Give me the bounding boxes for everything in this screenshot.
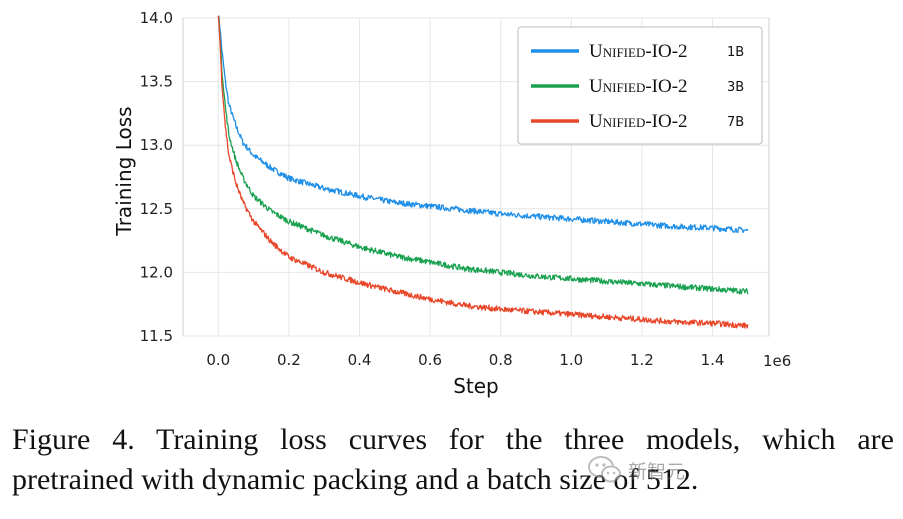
series-line-3B — [217, 15, 749, 295]
caption-line-1: Figure 4. Training loss curves for the t… — [12, 423, 894, 456]
x-tick-label: 1.0 — [559, 351, 583, 369]
series-line-7B — [217, 15, 749, 329]
x-tick-label: 0.8 — [489, 351, 513, 369]
legend-box — [517, 26, 763, 145]
x-axis-label: Step — [453, 374, 499, 398]
legend-size-1B: 1B — [727, 45, 744, 60]
y-axis-label: Training Loss — [112, 106, 136, 236]
watermark: 新智元 — [588, 452, 685, 488]
y-tick-label: 11.5 — [140, 327, 173, 345]
x-tick-label: 1.4 — [701, 351, 725, 369]
x-tick-label: 0.0 — [206, 351, 230, 369]
legend-items: Unified-IO-2 1B Unified-IO-2 3B Unified-IO-2… — [531, 41, 744, 132]
y-tick-label: 12.5 — [140, 200, 173, 218]
wechat-icon — [588, 456, 621, 483]
series-line-1B — [218, 15, 749, 234]
x-tick-label: 0.6 — [418, 351, 442, 369]
y-tick-label: 12.0 — [140, 263, 173, 281]
x-offset-label: 1e6 — [763, 352, 791, 370]
legend-label-7B: Unified-IO-2 — [589, 111, 688, 132]
legend: Unified-IO-2 1B Unified-IO-2 3B Unified-IO-2… — [517, 26, 763, 145]
y-tick-label: 14.0 — [140, 9, 173, 27]
series-lines — [217, 15, 749, 329]
legend-size-3B: 3B — [727, 80, 744, 95]
y-tick-labels: 11.5 12.0 12.5 13.0 13.5 14.0 — [140, 9, 173, 345]
caption-line-2: pretrained with dynamic packing and a ba… — [12, 463, 699, 496]
figure-caption: Figure 4. Training loss curves for the t… — [12, 420, 894, 500]
y-tick-label: 13.0 — [140, 136, 173, 154]
y-tick-label: 13.5 — [140, 73, 173, 91]
watermark-text: 新智元 — [628, 460, 686, 483]
x-tick-labels: 0.0 0.2 0.4 0.6 0.8 1.0 1.2 1.4 — [206, 351, 724, 369]
legend-size-7B: 7B — [727, 115, 744, 130]
training-loss-chart: 0.0 0.2 0.4 0.6 0.8 1.0 1.2 1.4 11.5 12.0 12.5 13.… — [112, 9, 791, 398]
x-tick-label: 1.2 — [630, 351, 654, 369]
x-tick-label: 0.2 — [277, 351, 301, 369]
x-tick-label: 0.4 — [348, 351, 372, 369]
legend-label-3B: Unified-IO-2 — [589, 76, 688, 97]
legend-label-1B: Unified-IO-2 — [589, 41, 688, 62]
